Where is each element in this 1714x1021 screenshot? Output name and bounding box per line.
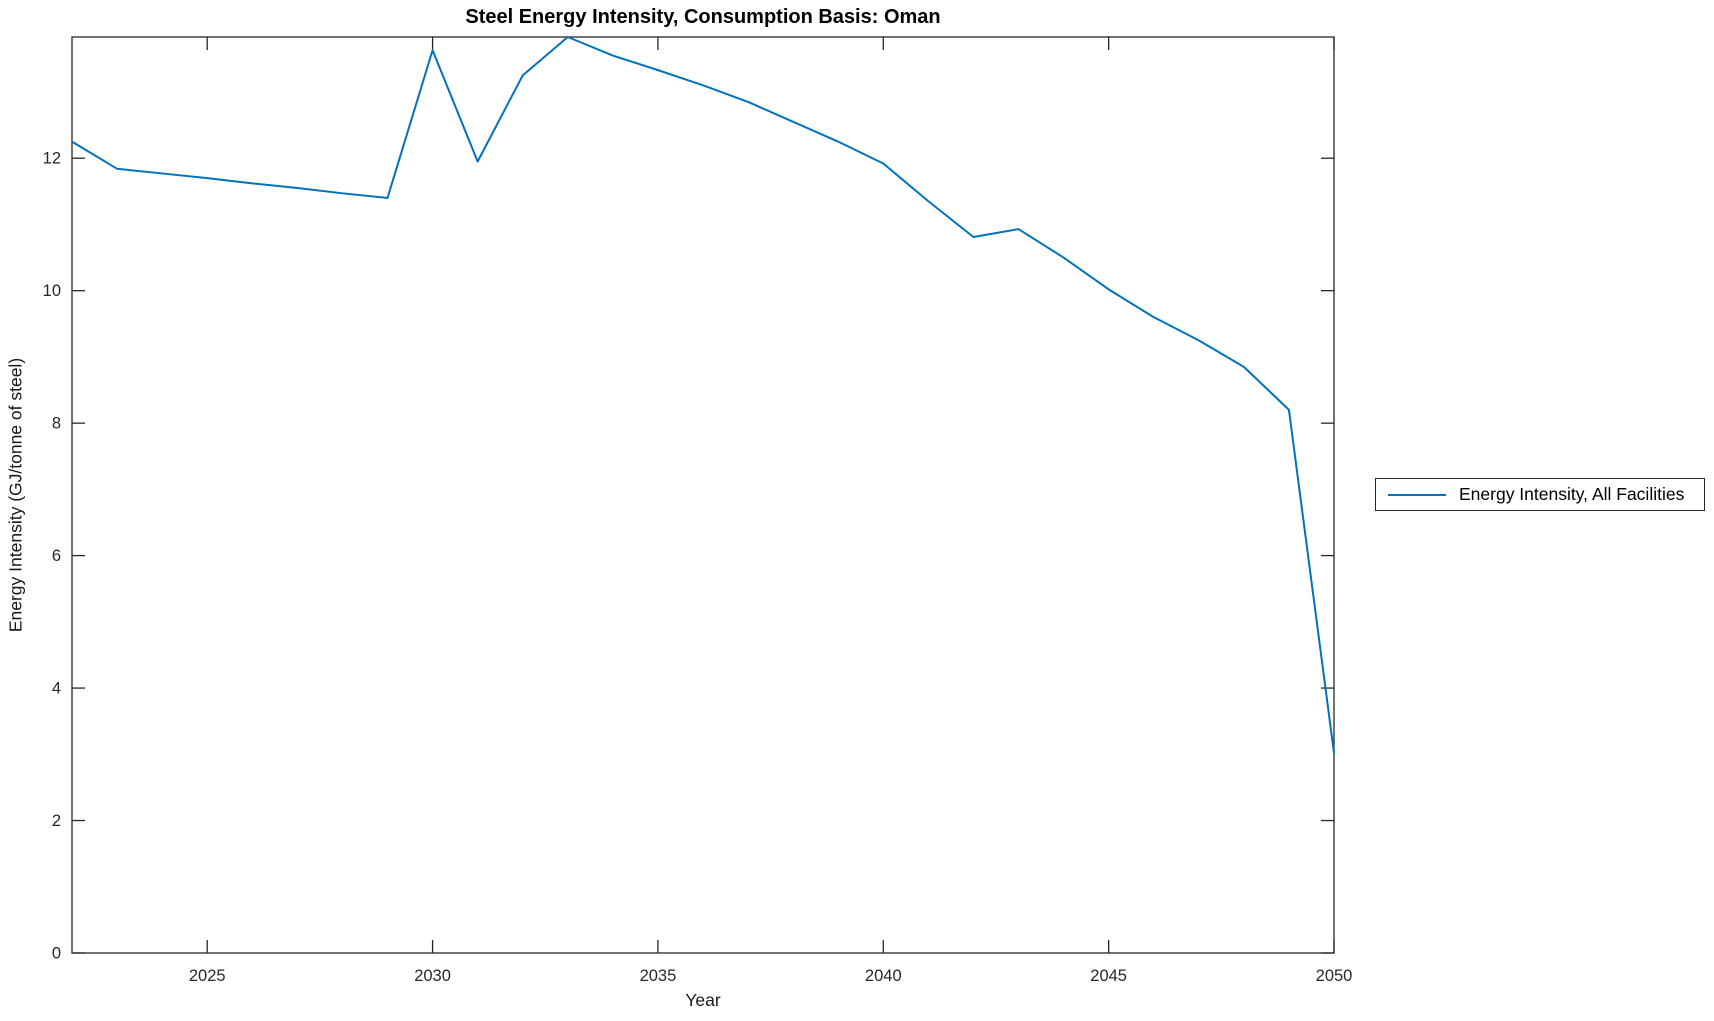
y-tick-label: 6 <box>52 547 61 565</box>
y-tick-label: 10 <box>43 282 61 300</box>
x-tick-label: 2050 <box>1316 967 1353 985</box>
legend-entry-label: Energy Intensity, All Facilities <box>1459 484 1685 504</box>
y-tick-label: 2 <box>52 812 61 830</box>
x-tick-label: 2025 <box>189 967 226 985</box>
x-axis-label: Year <box>685 990 721 1010</box>
y-tick-label: 8 <box>52 415 61 433</box>
legend-line-sample <box>1388 493 1446 496</box>
data-line <box>71 36 1335 754</box>
y-tick-label: 4 <box>52 680 61 698</box>
x-tick-label: 2035 <box>640 967 677 985</box>
y-axis-label: Energy Intensity (GJ/tonne of steel) <box>5 357 26 633</box>
x-tick-label: 2040 <box>865 967 902 985</box>
axes-box <box>71 36 1335 954</box>
x-tick-label: 2030 <box>414 967 451 985</box>
x-tick-label: 2045 <box>1090 967 1127 985</box>
y-tick-label: 12 <box>43 150 61 168</box>
chart-title: Steel Energy Intensity, Consumption Basi… <box>465 6 941 28</box>
legend-box: Energy Intensity, All Facilities <box>1375 478 1705 511</box>
y-tick-label: 0 <box>52 945 61 963</box>
